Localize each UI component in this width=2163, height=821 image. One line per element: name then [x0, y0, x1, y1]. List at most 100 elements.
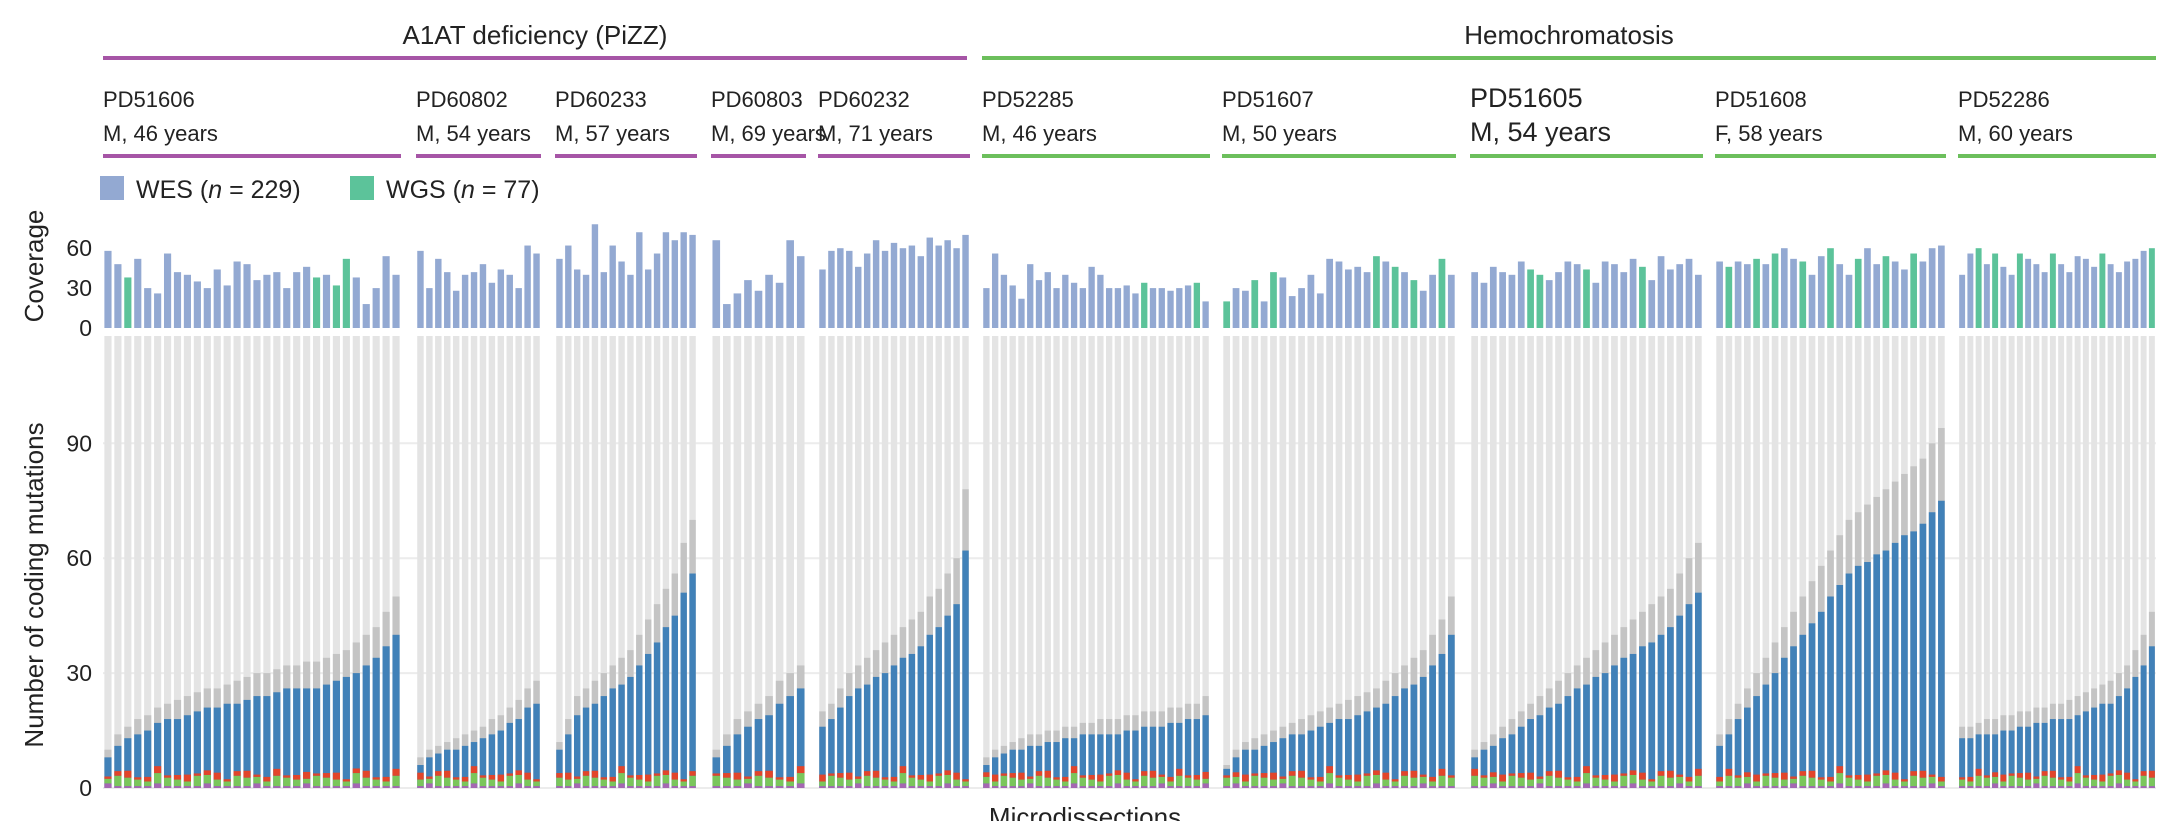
mutation-bar-background: [1223, 336, 1231, 788]
mutation-bar-background: [744, 336, 752, 788]
mutation-bar-red: [154, 766, 162, 774]
coverage-bar: [533, 253, 540, 328]
mutation-bar-green: [1070, 773, 1078, 784]
coverage-bar: [1132, 293, 1139, 328]
mutation-bar-red: [2099, 774, 2106, 782]
legend-label: WES (n = 229): [136, 176, 301, 204]
mutation-bar-blue: [723, 745, 731, 788]
mutation-bar-green: [203, 774, 211, 784]
coverage-bar: [671, 240, 679, 328]
mutation-bar-purple: [273, 786, 281, 788]
coverage-bar: [1536, 274, 1544, 328]
mutation-bar-green: [372, 779, 380, 787]
coverage-bar: [1070, 282, 1078, 328]
coverage-bar: [1975, 248, 1982, 328]
mutation-bar-purple: [899, 783, 907, 788]
group-underline: [982, 56, 2156, 60]
mutation-bar-background: [253, 336, 261, 788]
mutation-bar-blue: [1928, 512, 1936, 788]
mutation-bar-green: [2148, 777, 2155, 787]
mutation-bar-purple: [1079, 786, 1087, 788]
mutation-bar-green: [926, 781, 933, 787]
mutation-bar-red: [452, 777, 460, 780]
coverage-bar: [1401, 272, 1408, 328]
mutation-bar-blue: [1260, 745, 1268, 788]
coverage-bar: [392, 274, 400, 328]
mutation-bar-red: [1053, 777, 1060, 780]
mutation-bar-green: [1762, 775, 1770, 787]
coverage-bar: [1316, 293, 1324, 328]
mutation-bar-red: [283, 775, 291, 778]
mutation-bar-background: [1959, 336, 1966, 788]
mutation-bar-red: [627, 775, 634, 778]
mutation-bar-blue: [1193, 719, 1201, 788]
mutation-bar-red: [352, 768, 360, 774]
coverage-bar: [962, 234, 969, 328]
mutation-bar-blue: [1845, 573, 1853, 788]
mutation-bar-background: [1573, 336, 1581, 788]
mutation-bar-green: [1176, 775, 1183, 787]
mutation-bar-red: [332, 772, 341, 780]
mutation-bar-blue: [627, 676, 634, 788]
coverage-bar: [515, 288, 522, 328]
mutation-bar-purple: [689, 786, 696, 788]
mutation-bar-background: [1790, 336, 1797, 788]
mutation-bar-blue: [2016, 726, 2023, 788]
mutation-bar-purple: [765, 786, 773, 788]
mutation-bar-red: [533, 779, 540, 782]
mutation-bar-blue: [362, 665, 370, 788]
mutation-bar-purple: [183, 786, 192, 788]
mutation-bar-background: [444, 336, 451, 788]
mutation-bar-background: [114, 336, 122, 788]
mutation-bar-green: [124, 777, 132, 787]
mutation-bar-green: [582, 775, 590, 787]
coverage-bar: [1307, 274, 1315, 328]
patient-id: PD52286: [1958, 87, 2050, 112]
coverage-bar: [689, 234, 696, 328]
coverage-bar: [636, 232, 643, 328]
coverage-bar: [461, 274, 469, 328]
mutation-bar-red: [2148, 770, 2155, 778]
mutation-bar-green: [1694, 775, 1702, 787]
mutation-bar-blue: [2099, 703, 2106, 788]
mutation-bar-blue: [1667, 627, 1674, 788]
mutation-bar-red: [2049, 770, 2056, 778]
patient-underline: [1715, 154, 1946, 158]
coverage-bar: [2000, 266, 2007, 328]
mutation-bar-blue: [1836, 585, 1844, 788]
mutation-bar-purple: [556, 786, 563, 788]
mutation-bar-purple: [114, 786, 122, 788]
mutation-bar-purple: [1184, 786, 1192, 788]
mutation-bar-background: [1780, 336, 1788, 788]
mutation-bar-background: [573, 336, 581, 788]
coverage-bar: [163, 253, 172, 328]
mutation-bar-background: [1270, 336, 1277, 788]
mutation-bar-purple: [2066, 786, 2073, 788]
mutation-bar-background: [1035, 336, 1043, 788]
mutation-bar-blue: [372, 657, 380, 788]
mutation-bar-blue: [1854, 565, 1862, 788]
mutation-bar-purple: [154, 783, 162, 788]
coverage-bar: [1176, 288, 1183, 328]
mutation-bar-green: [1097, 781, 1104, 787]
mutation-bar-background: [1667, 336, 1674, 788]
mutation-bar-blue: [662, 627, 670, 788]
mutation-bar-blue: [435, 753, 442, 788]
mutation-bar-purple: [1419, 783, 1427, 788]
coverage-bar: [1391, 266, 1399, 328]
mutation-bar-green: [1027, 778, 1034, 784]
mutation-bar-blue: [253, 696, 261, 788]
mutation-bar-purple: [1657, 786, 1665, 788]
mutation-bar-blue: [154, 722, 162, 788]
coverage-bar: [837, 248, 844, 328]
mutation-bar-purple: [342, 786, 350, 788]
mutation-bar-background: [2025, 336, 2032, 788]
mutation-bar-background: [1480, 336, 1488, 788]
mutation-bar-blue: [144, 730, 152, 788]
mutation-bar-red: [497, 774, 505, 782]
coverage-bar: [1158, 288, 1165, 328]
mutation-bar-purple: [2115, 783, 2122, 788]
patient-info: M, 46 years: [982, 121, 1097, 146]
coverage-bar: [1667, 269, 1674, 328]
mutation-bar-red: [506, 773, 513, 776]
